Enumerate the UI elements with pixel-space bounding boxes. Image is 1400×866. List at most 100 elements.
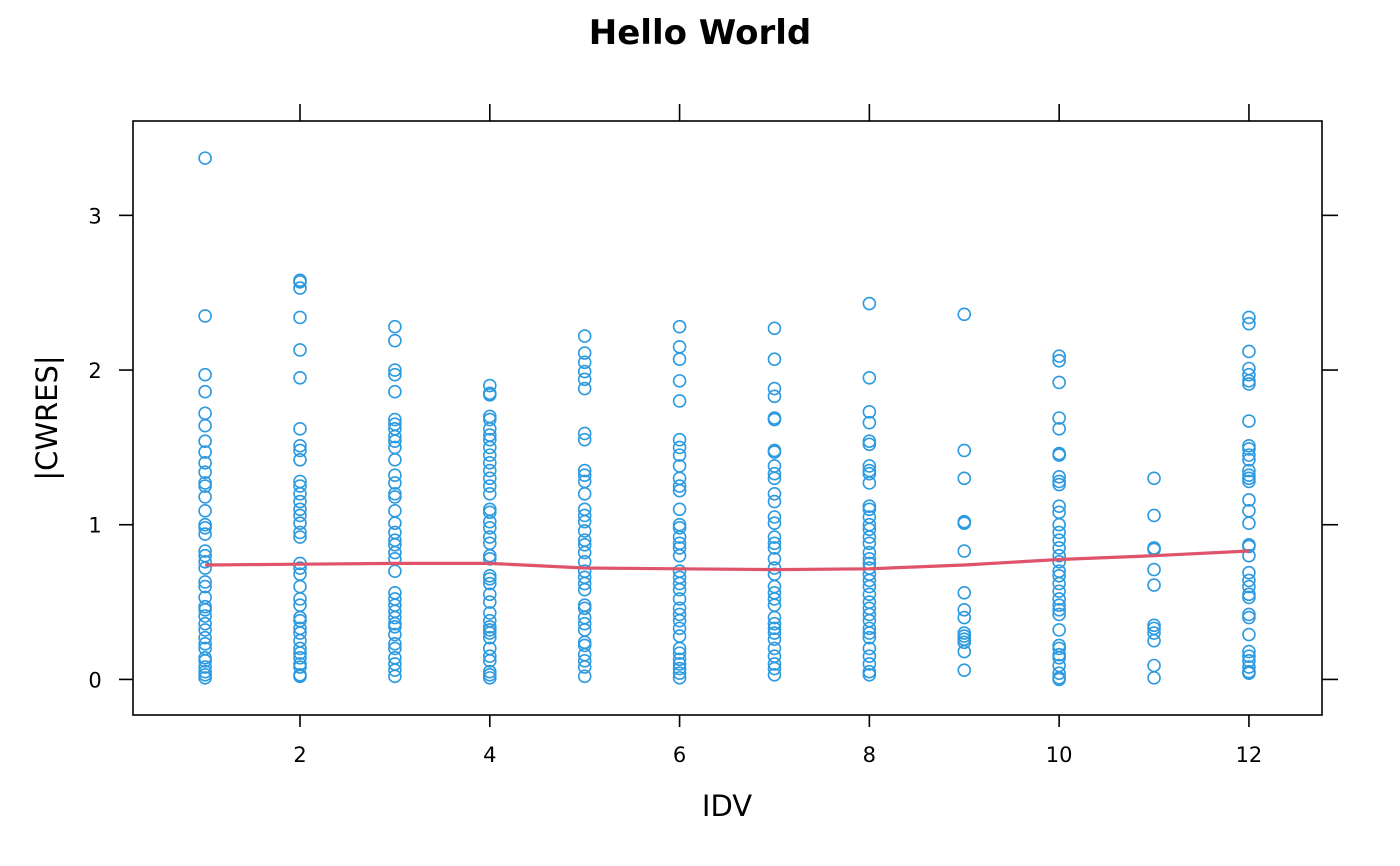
- data-point: [388, 468, 402, 483]
- data-point: [388, 627, 402, 642]
- y-tick-label: 0: [88, 668, 101, 692]
- data-point: [767, 510, 782, 524]
- y-tick-label: 1: [88, 514, 101, 538]
- data-point: [388, 545, 402, 560]
- data-point: [862, 641, 877, 656]
- data-point: [767, 530, 782, 544]
- x-tick-label: 8: [863, 743, 876, 767]
- x-tick-label: 6: [673, 743, 686, 767]
- x-tick-label: 10: [1046, 743, 1073, 767]
- data-point: [767, 592, 782, 606]
- data-point: [862, 630, 877, 645]
- data-point: [1242, 660, 1256, 674]
- data-point: [767, 486, 782, 501]
- data-point: [388, 429, 402, 444]
- data-point: [862, 657, 877, 671]
- data-point: [1147, 626, 1161, 640]
- data-point: [957, 603, 972, 617]
- data-point: [862, 370, 877, 385]
- data-point: [1242, 573, 1256, 588]
- data-point: [293, 525, 307, 540]
- data-point: [388, 363, 402, 377]
- data-point: [1147, 562, 1161, 577]
- data-point: [1242, 344, 1256, 359]
- data-point: [198, 367, 212, 382]
- data-point: [388, 538, 402, 552]
- data-point: [388, 490, 402, 504]
- data-point: [862, 405, 877, 419]
- data-point: [482, 463, 497, 478]
- data-point: [482, 387, 497, 402]
- data-point: [293, 516, 307, 530]
- data-point: [1242, 310, 1256, 325]
- data-point: [577, 508, 592, 523]
- data-point: [388, 367, 402, 382]
- data-point: [198, 465, 212, 479]
- data-point: [577, 538, 592, 552]
- data-point: [1242, 579, 1256, 594]
- data-point: [198, 616, 212, 631]
- data-point: [577, 660, 592, 674]
- data-point: [1242, 590, 1256, 605]
- data-point: [577, 381, 592, 396]
- data-point: [1242, 627, 1256, 642]
- data-point: [482, 432, 497, 447]
- data-point: [577, 654, 592, 668]
- data-point: [293, 422, 307, 436]
- data-point: [672, 502, 687, 517]
- data-point: [293, 646, 307, 660]
- data-point: [1052, 650, 1066, 665]
- data-point: [957, 635, 972, 650]
- data-point: [577, 669, 592, 684]
- data-point: [198, 309, 212, 323]
- x-tick-label: 4: [483, 743, 496, 767]
- data-point: [672, 394, 687, 408]
- data-point: [767, 389, 782, 404]
- data-point: [1242, 442, 1256, 456]
- data-point: [862, 466, 877, 481]
- data-point: [862, 607, 877, 622]
- data-point: [482, 505, 497, 520]
- data-point: [1052, 533, 1066, 548]
- data-point: [198, 579, 212, 594]
- data-point: [198, 445, 212, 459]
- data-point: [1052, 375, 1066, 390]
- data-point: [862, 536, 877, 551]
- data-point: [862, 667, 877, 682]
- data-point: [1052, 603, 1066, 617]
- data-point: [672, 652, 687, 667]
- data-point: [388, 333, 402, 348]
- data-point: [862, 296, 877, 311]
- data-point: [1052, 411, 1066, 425]
- data-point: [293, 343, 307, 357]
- data-point: [672, 661, 687, 676]
- data-point: [672, 374, 687, 388]
- data-point: [1242, 610, 1256, 625]
- data-point: [577, 346, 592, 360]
- data-point: [388, 669, 402, 684]
- data-point: [482, 486, 497, 501]
- data-point: [767, 661, 782, 676]
- data-point: [672, 548, 687, 563]
- data-point: [293, 370, 307, 385]
- data-point: [388, 641, 402, 656]
- data-point: [1147, 658, 1161, 673]
- data-point: [862, 626, 877, 640]
- data-point: [1147, 633, 1161, 648]
- data-point: [767, 667, 782, 682]
- data-point: [293, 439, 307, 453]
- data-point: [1242, 548, 1256, 563]
- data-point: [198, 406, 212, 421]
- data-point: [767, 536, 782, 551]
- data-point: [198, 544, 212, 558]
- data-point: [672, 448, 687, 462]
- data-point: [957, 516, 972, 530]
- data-point: [767, 412, 782, 427]
- data-point: [482, 572, 497, 586]
- data-point: [767, 657, 782, 671]
- data-point: [482, 440, 497, 455]
- data-point: [293, 626, 307, 640]
- data-point: [1052, 607, 1066, 622]
- data-point: [1147, 508, 1161, 523]
- data-point: [672, 483, 687, 498]
